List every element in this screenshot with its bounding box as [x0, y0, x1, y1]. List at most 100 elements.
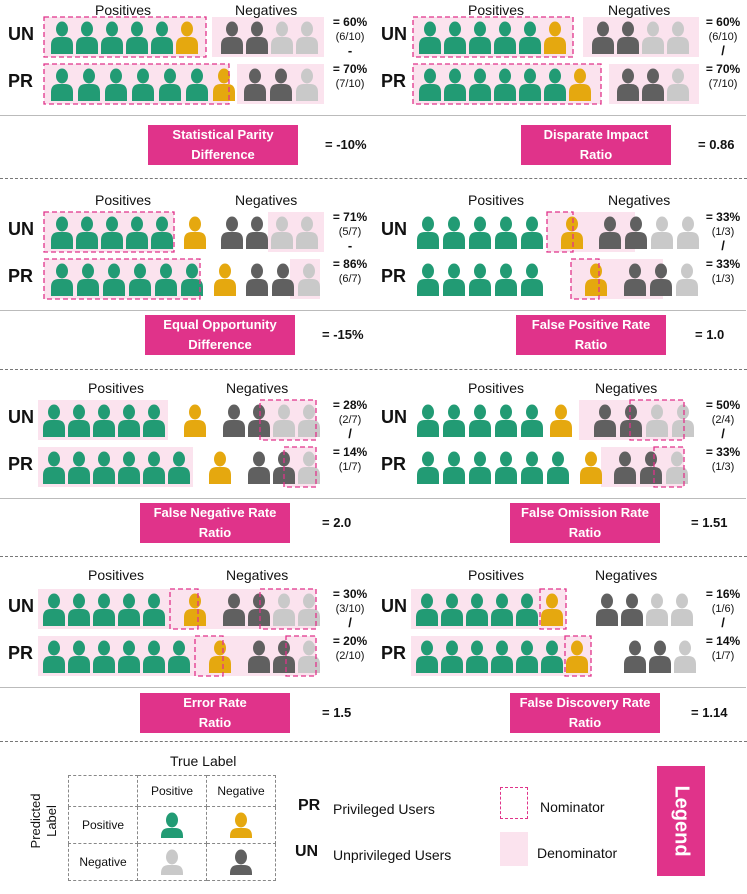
tn-person-body [621, 609, 643, 626]
tn-person-body [230, 864, 252, 882]
tp-person-body [491, 656, 513, 673]
fp-person-head [571, 640, 583, 656]
tp-person-head [186, 263, 198, 279]
tp-person-head [156, 216, 168, 232]
panel-divider [0, 687, 373, 688]
un-row-people [416, 593, 693, 626]
row-separator [0, 556, 747, 557]
tn-person-head [626, 593, 638, 609]
un-row-people [417, 216, 699, 249]
un-percentage: = 60% [705, 15, 741, 29]
tp-person-head [98, 640, 110, 656]
fn-person-head [276, 21, 288, 37]
operator-symbol: / [721, 426, 725, 441]
tn-person-head [601, 593, 613, 609]
tp-person-head [81, 216, 93, 232]
fn-person-body [273, 609, 295, 626]
panel-divider [0, 498, 373, 499]
fp-person-body [569, 84, 591, 101]
nominator-region [43, 63, 230, 105]
tp-person-body [443, 232, 465, 249]
fp-person-head [219, 263, 231, 279]
tp-person-body [76, 232, 98, 249]
legend-pr-abbr: PR [298, 797, 321, 814]
tp-person-head [191, 68, 203, 84]
tp-person-body [126, 37, 148, 54]
tn-person-head [275, 68, 287, 84]
fn-person-head [651, 593, 663, 609]
tn-person-head [629, 640, 641, 656]
metric-panel-fpr: Positives Negatives UN PR = 33% (1/3) / = 33% (1… [373, 190, 746, 375]
tn-person-head [654, 640, 666, 656]
negatives-header: Negatives [226, 380, 289, 396]
population-figure [417, 211, 699, 300]
nominator-region [43, 16, 207, 58]
tp-person-body [155, 279, 177, 296]
row-separator [0, 369, 747, 370]
metric-panel-di: Positives Negatives UN PR = 60% (6/10) / = 70% (… [373, 0, 746, 185]
tp-person-head [48, 593, 60, 609]
tp-person-body [51, 232, 73, 249]
tp-person-body [105, 84, 127, 101]
tp-person-head [81, 21, 93, 37]
tp-person-body [416, 656, 438, 673]
pr-percentage: = 70% [705, 62, 741, 76]
true-positive-person-icon [161, 812, 183, 845]
tn-person-body [221, 232, 243, 249]
fn-person-head [278, 404, 290, 420]
tp-person-body [516, 656, 538, 673]
tp-person-head [73, 451, 85, 467]
pr-row-label: PR [8, 266, 34, 286]
tp-person-head [83, 68, 95, 84]
pr-percentage: = 33% [705, 445, 741, 459]
tp-person-head [56, 21, 68, 37]
un-row-people [51, 21, 318, 54]
tn-person-head [228, 593, 240, 609]
tp-person-head [549, 68, 561, 84]
tn-person-head [253, 640, 265, 656]
tp-person-body [93, 656, 115, 673]
metric-name-box: False Positive Rate Ratio [516, 315, 666, 355]
metric-value: = 1.51 [691, 515, 728, 530]
fp-person-head [214, 451, 226, 467]
metric-value: = 2.0 [322, 515, 352, 530]
tp-person-body [168, 467, 190, 484]
fp-person-body [214, 279, 236, 296]
tp-person-head [148, 404, 160, 420]
fp-person-body [550, 420, 572, 437]
tp-person-body [441, 656, 463, 673]
tp-person-body [469, 279, 491, 296]
tp-person-body [494, 84, 516, 101]
tp-person-body [151, 232, 173, 249]
tp-person-head [496, 593, 508, 609]
tp-person-head [108, 263, 120, 279]
metric-name-box: False Omission Rate Ratio [510, 503, 660, 543]
metric-value: = 1.5 [322, 705, 352, 720]
tp-person-body [126, 232, 148, 249]
positives-header: Positives [468, 380, 525, 396]
legend-nominator-text: Nominator [540, 799, 605, 815]
fp-person-body [184, 420, 206, 437]
tp-person-body [103, 279, 125, 296]
fn-person-body [676, 279, 698, 296]
fp-person-head [189, 593, 201, 609]
metric-value: = -15% [322, 327, 364, 342]
un-row-label: UN [381, 407, 407, 427]
un-percentage: = 71% [332, 210, 368, 224]
tp-person-head [552, 451, 564, 467]
tp-person-body [495, 467, 517, 484]
pr-percentage: = 14% [705, 634, 741, 648]
tn-person-body [650, 279, 672, 296]
pr-row-label: PR [381, 454, 407, 474]
fp-person-head [214, 640, 226, 656]
fp-person-body [176, 37, 198, 54]
tp-person-head [123, 640, 135, 656]
denominator-swatch [500, 832, 528, 866]
fn-person-body [161, 864, 183, 882]
fn-person-head [301, 68, 313, 84]
pr-fraction: (1/3) [711, 461, 735, 473]
tn-person-body [594, 420, 616, 437]
pr-row-label: PR [381, 266, 407, 286]
un-row-people [419, 21, 689, 54]
metric-name-box: Error Rate Ratio [140, 693, 290, 733]
